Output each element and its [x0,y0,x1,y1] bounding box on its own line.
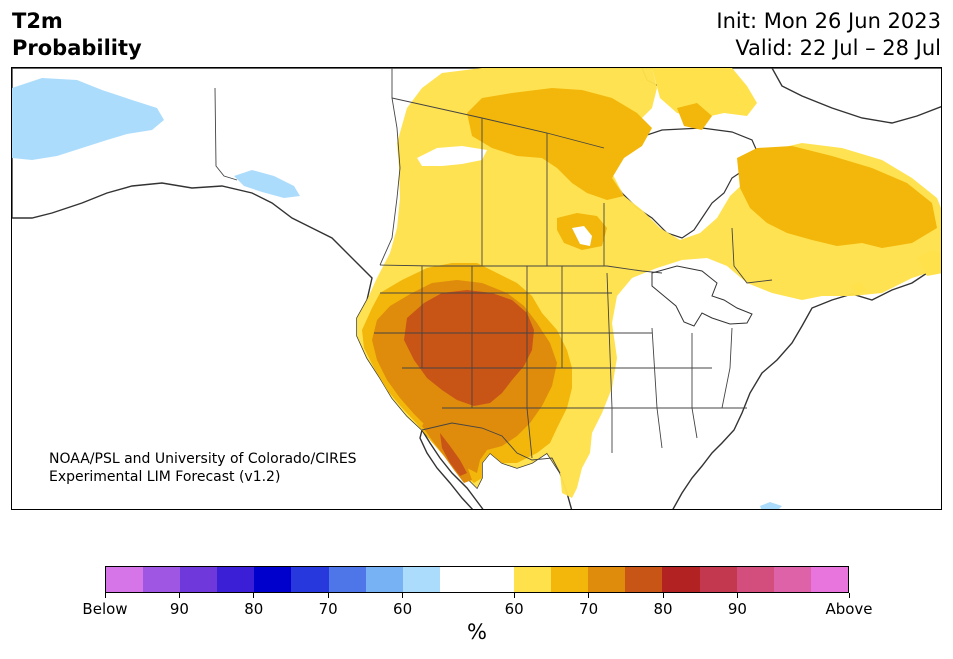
mexico-border [421,422,561,474]
product-label: Probability [12,36,142,60]
colorbar-swatch [180,567,218,592]
colorbar-swatch [254,567,292,592]
baja-peninsula [419,428,484,509]
shade-arctic-yellow [652,68,757,118]
shade-nova-scotia [917,250,941,276]
canada-quebec [731,227,773,284]
colorbar-tick-mark [327,593,329,598]
variable-label: T2m [12,9,63,33]
colorbar-swatch [476,567,515,592]
colorbar-tick-mark [402,593,404,598]
colorbar-swatch [773,567,811,592]
colorbar-legend [105,566,849,593]
shade-arctic-orange [677,103,712,130]
great-lakes [651,265,753,327]
colorbar-tick-label: 80 [653,600,673,618]
baffin-island [771,68,941,124]
shade-above-65-north [467,88,652,200]
colorbar-swatch [217,567,255,592]
valid-dates: Valid: 22 Jul – 28 Jul [735,36,941,60]
shade-newfoundland-spot [850,282,867,294]
shade-above-75 [404,290,534,406]
map-svg [12,68,941,509]
shade-above-65-east [737,146,937,248]
colorbar-tick-mark [662,593,664,598]
colorbar-swatch [588,567,626,592]
colorbar-swatch [551,567,589,592]
colorbar-unit: % [467,620,487,644]
us-states-v5 [606,272,613,453]
boundaries [214,68,773,474]
map-title: T2m Probability [12,8,142,62]
us-states-v6 [651,327,663,449]
probability-shading [12,68,941,509]
colorbar-tick-label: 70 [318,600,338,618]
us-canada-border [379,264,663,274]
credit-line-1: NOAA/PSL and University of Colorado/CIRE… [49,451,357,467]
colorbar-swatch [662,567,700,592]
colorbar-tick-mark [848,593,850,598]
colorbar-swatch [402,567,440,592]
colorbar-tick-label: 90 [727,600,747,618]
colorbar-swatch [439,567,477,592]
shade-below-60-south [760,502,782,509]
shade-below-60-alaska [234,170,300,198]
credit-line-2: Experimental LIM Forecast (v1.2) [49,469,281,485]
colorbar-tick-mark [513,593,515,598]
colorbar-swatch [625,567,663,592]
colorbar-swatch [810,567,848,592]
colorbar-swatch [514,567,552,592]
canada-prov-5 [391,97,605,149]
colorbar-tick-mark [253,593,255,598]
date-info: Init: Mon 26 Jun 2023 Valid: 22 Jul – 28… [716,8,941,62]
init-date: Init: Mon 26 Jun 2023 [716,9,941,33]
colorbar-swatch [106,567,144,592]
forecast-map [11,67,942,510]
colorbar-tick-label: 60 [393,600,413,618]
colorbar-swatch [699,567,737,592]
shade-lake-winnipeg [572,226,592,246]
us-states-v8 [721,327,733,409]
colorbar-swatch [736,567,774,592]
colorbar-tick-label: 90 [169,600,189,618]
shade-below-60-arctic [12,78,164,160]
credit-text: NOAA/PSL and University of Colorado/CIRE… [49,450,357,486]
colorbar-tick-label: 80 [244,600,264,618]
colorbar-tick-label: 70 [579,600,599,618]
colorbar-tick-mark [736,593,738,598]
shade-baja-75 [440,433,467,476]
colorbar-swatch [143,567,181,592]
colorbar-tick-mark [178,593,180,598]
shade-hole-saskatchewan [417,146,487,166]
colorbar-tick-label: Below [82,600,128,618]
colorbar-tick-label: Above [825,600,873,618]
us-states-v7 [691,333,698,439]
colorbar-tick-mark [588,593,590,598]
colorbar-swatch [328,567,366,592]
colorbar-swatch [291,567,329,592]
alaska-border [214,87,238,181]
us-states-v3 [526,266,533,459]
colorbar-tick-label: 60 [504,600,524,618]
colorbar-swatch [365,567,403,592]
colorbar-tick-mark [104,593,106,598]
